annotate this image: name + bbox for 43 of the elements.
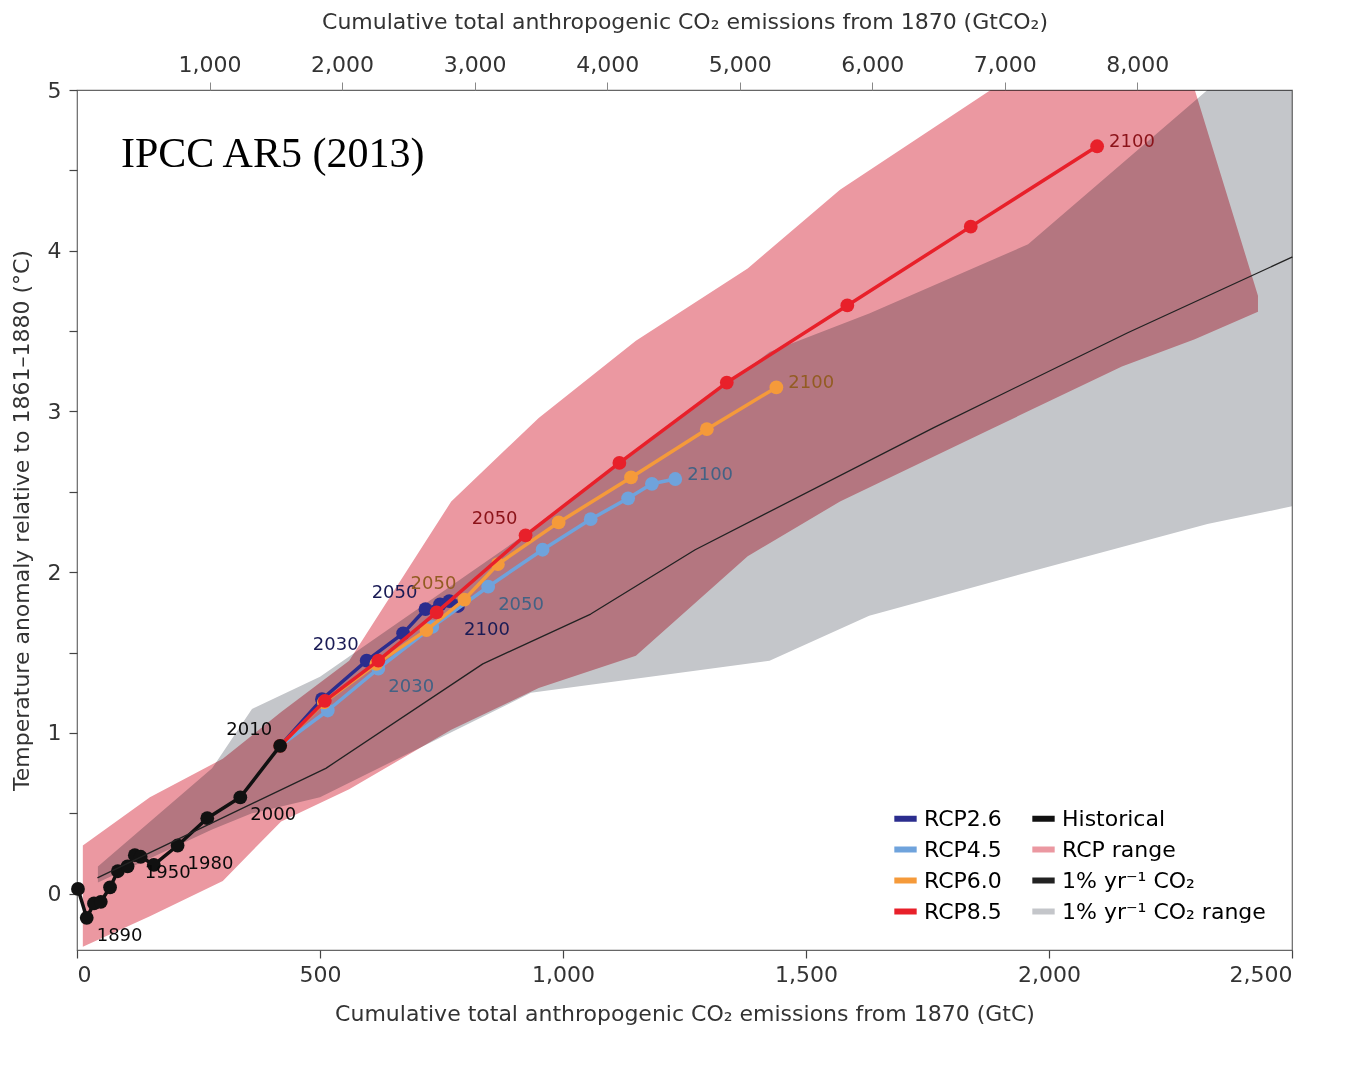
x2-tick-label: 6,000: [841, 51, 905, 77]
legend-label: RCP4.5: [924, 836, 1002, 862]
x-tick-label: 1,000: [532, 961, 595, 987]
x2-tick-label: 1,000: [178, 51, 242, 77]
x-axis-title: Cumulative total anthropogenic CO₂ emissions from 1870 (GtC): [335, 1000, 1035, 1026]
legend-label: RCP range: [1062, 836, 1176, 862]
annotation: 2100: [464, 618, 510, 639]
x-tick-label: 0: [77, 961, 92, 987]
x-tick-label: 2,500: [1229, 961, 1293, 987]
annotation: IPCC AR5 (2013): [121, 130, 425, 177]
legend-label: 1% yr⁻¹ CO₂ range: [1062, 898, 1266, 924]
x2-tick-label: 3,000: [443, 51, 507, 77]
y-axis-title: Temperature anomaly relative to 1861–1880 (°C): [8, 250, 34, 792]
legend-label: RCP8.5: [924, 898, 1002, 924]
y-tick-label: 4: [47, 238, 62, 264]
annotation: 2050: [471, 507, 518, 529]
annotation: 1890: [96, 923, 143, 945]
y-tick-label: 2: [47, 559, 62, 585]
y-tick-label: 5: [47, 77, 62, 103]
legend-label: 1% yr⁻¹ CO₂: [1062, 867, 1195, 893]
y-tick-label: 3: [47, 399, 62, 424]
x2-tick-label: 8,000: [1106, 51, 1170, 77]
annotation: 2030: [312, 632, 359, 654]
annotation: 2100: [1109, 130, 1155, 152]
x-tick-label: 2,000: [1018, 961, 1081, 987]
annotation: 2100: [788, 371, 835, 393]
annotation: 2100: [687, 463, 734, 485]
x2-tick-label: 4,000: [576, 51, 640, 77]
x2-tick-label: 5,000: [708, 51, 772, 77]
legend-label: Historical: [1062, 805, 1166, 831]
y-tick-label: 0: [47, 881, 62, 907]
y-tick-label: 1: [47, 720, 62, 746]
x-tick-label: 1,500: [775, 961, 838, 987]
x-tick-label: 500: [299, 961, 342, 987]
annotation: 2050: [498, 592, 544, 614]
x2-tick-label: 7,000: [973, 51, 1037, 77]
x2-axis-title: Cumulative total anthropogenic CO₂ emissions from 1870 (GtCO₂): [322, 8, 1048, 34]
x2-tick-label: 2,000: [311, 51, 375, 77]
legend-label: RCP6.0: [924, 867, 1002, 893]
annotation: 2030: [388, 674, 435, 696]
annotation: 2000: [250, 803, 297, 825]
legend-label: RCP2.6: [924, 805, 1002, 831]
annotation: 2010: [226, 717, 273, 739]
